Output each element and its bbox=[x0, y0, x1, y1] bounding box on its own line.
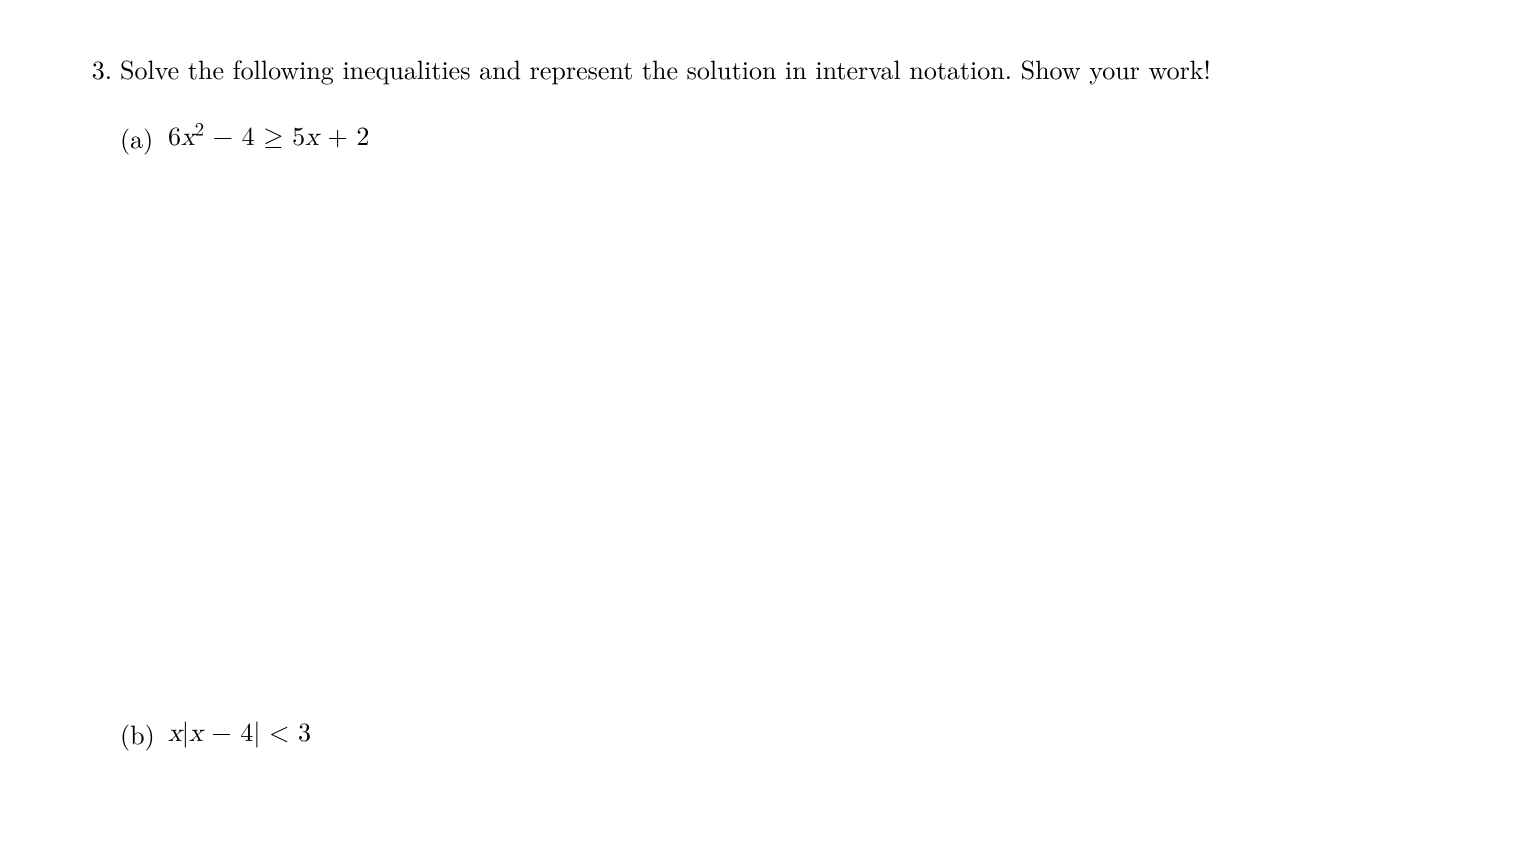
b-inner-minus: − bbox=[203, 721, 241, 747]
subpart-b-expression: x|x − 4| < 3 bbox=[168, 716, 311, 752]
b-outer-var: x bbox=[168, 721, 182, 747]
problem-number: 3. bbox=[72, 50, 120, 88]
subpart-b: (b) x|x − 4| < 3 bbox=[120, 716, 1452, 752]
problem-text: Solve the following inequalities and rep… bbox=[120, 50, 1452, 88]
b-relation: < bbox=[260, 721, 298, 747]
a-lhs-const: 4 bbox=[242, 125, 255, 151]
b-inner-const: 4 bbox=[240, 721, 253, 747]
a-lhs-exponent: 2 bbox=[195, 120, 204, 139]
a-rhs-coeff: 5 bbox=[292, 125, 305, 151]
a-lhs-var: x bbox=[181, 125, 195, 151]
subpart-a: (a) 6x2 − 4 ≥ 5x + 2 bbox=[120, 120, 1452, 156]
a-rhs-var: x bbox=[305, 125, 319, 151]
b-rhs: 3 bbox=[298, 721, 311, 747]
problem-statement: 3. Solve the following inequalities and … bbox=[72, 50, 1452, 88]
workspace-gap bbox=[72, 156, 1452, 716]
subparts: (a) 6x2 − 4 ≥ 5x + 2 (b) x|x − 4| < 3 bbox=[72, 120, 1452, 753]
a-rhs-plus: + bbox=[319, 125, 357, 151]
page: 3. Solve the following inequalities and … bbox=[0, 0, 1524, 844]
subpart-a-expression: 6x2 − 4 ≥ 5x + 2 bbox=[168, 120, 369, 156]
subpart-a-label: (a) bbox=[120, 120, 168, 156]
a-lhs-minus: − bbox=[204, 125, 242, 151]
a-rhs-const: 2 bbox=[356, 125, 369, 151]
a-lhs-coeff: 6 bbox=[168, 125, 181, 151]
subpart-b-label: (b) bbox=[120, 716, 168, 752]
b-inner-var: x bbox=[189, 721, 203, 747]
a-relation: ≥ bbox=[255, 125, 293, 151]
b-abs-open: | bbox=[182, 721, 189, 747]
